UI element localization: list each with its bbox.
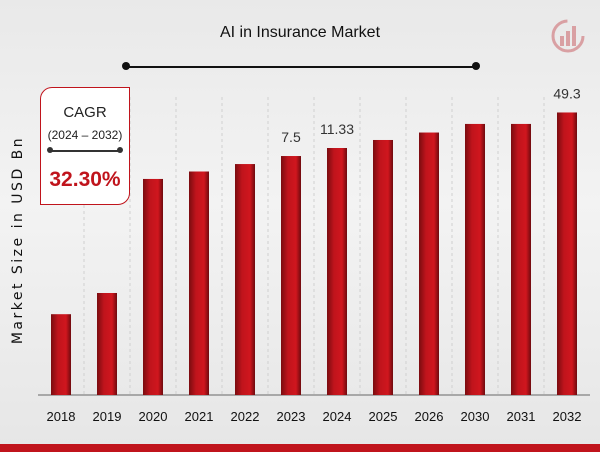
x-tick-label-2032: 2032: [553, 409, 582, 424]
x-tick-label-2031: 2031: [507, 409, 536, 424]
bar-2020: [143, 178, 163, 395]
bar-2032: [557, 112, 577, 395]
bar-2024: [327, 148, 347, 395]
bottom-brand-band: [0, 444, 600, 452]
bar-2021: [189, 171, 209, 395]
bar-2022: [235, 164, 255, 395]
cagr-divider-dot-right: [117, 147, 123, 153]
cagr-value: 32.30%: [49, 168, 121, 191]
x-tick-label-2026: 2026: [415, 409, 444, 424]
bar-2018: [51, 314, 71, 395]
data-label-2024: 11.33: [320, 121, 354, 137]
data-label-2023: 7.5: [281, 129, 301, 145]
x-tick-label-2024: 2024: [323, 409, 352, 424]
bar-2023: [281, 156, 301, 395]
mrfr-logo-icon: [551, 19, 585, 53]
bar-2019: [97, 292, 117, 395]
data-label-2032: 49.3: [553, 85, 580, 101]
bar-2025: [373, 139, 393, 395]
cagr-divider-dot-left: [47, 147, 53, 153]
title-underline-dot-left: [122, 62, 130, 70]
x-tick-label-2019: 2019: [93, 409, 122, 424]
x-tick-label-2023: 2023: [277, 409, 306, 424]
title-underline-dot-right: [472, 62, 480, 70]
bar-2026: [419, 132, 439, 395]
x-tick-label-2022: 2022: [231, 409, 260, 424]
cagr-callout: CAGR (2024 – 2032) 32.30%: [40, 87, 130, 205]
cagr-label: CAGR: [63, 104, 107, 121]
cagr-divider: [49, 150, 121, 152]
title-underline: [126, 66, 476, 68]
x-tick-label-2018: 2018: [47, 409, 76, 424]
chart-title: AI in Insurance Market: [219, 24, 381, 41]
x-tick-label-2025: 2025: [369, 409, 398, 424]
cagr-range: (2024 – 2032): [47, 128, 123, 142]
x-tick-label-2021: 2021: [185, 409, 214, 424]
bar-2031: [511, 123, 531, 395]
bar-2030: [465, 123, 485, 395]
x-tick-label-2020: 2020: [139, 409, 168, 424]
x-tick-label-2030: 2030: [461, 409, 490, 424]
